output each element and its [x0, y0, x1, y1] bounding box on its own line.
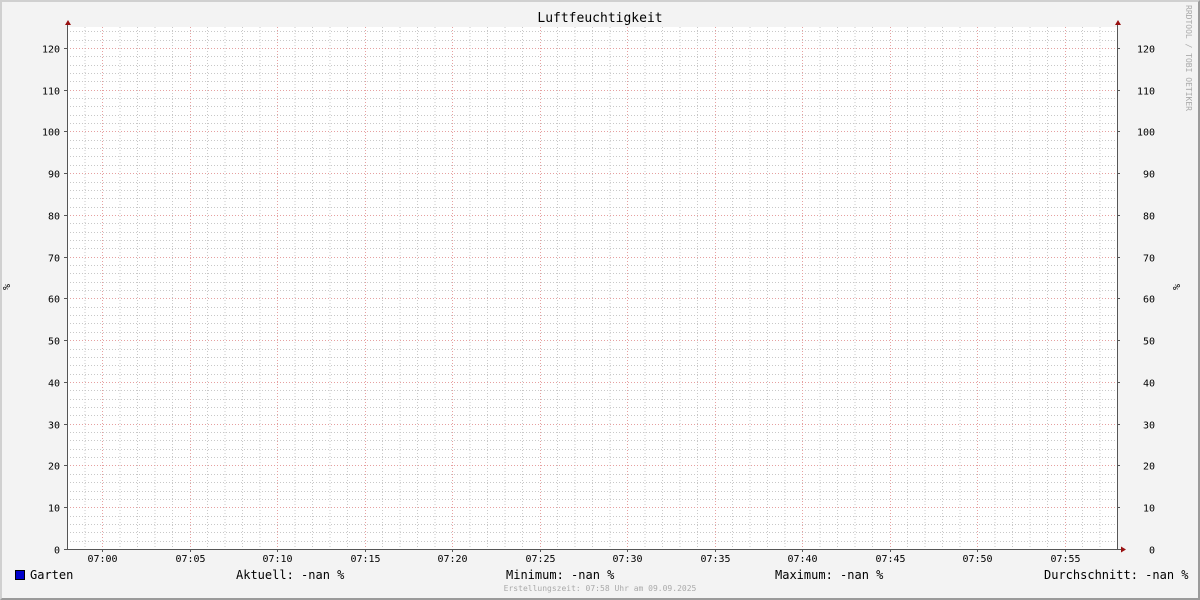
x-tick-label: 07:20 — [437, 554, 467, 565]
y-tick-label-left: 100 — [42, 128, 60, 139]
x-tick-label: 07:00 — [87, 554, 117, 565]
y-tick-label-right: 120 — [1137, 45, 1155, 56]
arrow-right-icon — [1121, 546, 1126, 553]
watermark: RRDTOOL / TOBI OETIKER — [1184, 5, 1193, 111]
arrow-up-right-icon — [1115, 20, 1121, 25]
x-tick-label: 07:45 — [875, 554, 905, 565]
chart-title: Luftfeuchtigkeit — [537, 11, 663, 26]
y-tick-label-right: 0 — [1149, 546, 1155, 557]
y-tick-label-left: 50 — [48, 337, 60, 348]
y-tick-label-right: 100 — [1137, 128, 1155, 139]
y-tick-label-right: 10 — [1143, 504, 1155, 515]
legend-average: Durchschnitt: -nan % — [1044, 568, 1189, 582]
x-tick-label: 07:10 — [262, 554, 292, 565]
x-tick-label: 07:05 — [175, 554, 205, 565]
y-tick-label-left: 90 — [48, 170, 60, 181]
y-tick-label-right: 70 — [1143, 254, 1155, 265]
y-tick-label-left: 0 — [54, 546, 60, 557]
y-tick-label-right: 110 — [1137, 87, 1155, 98]
y-axis-label-right: % — [1172, 284, 1183, 290]
x-tick-label: 07:30 — [612, 554, 642, 565]
y-tick-label-left: 70 — [48, 254, 60, 265]
legend-maximum: Maximum: -nan % — [775, 568, 884, 582]
y-tick-label-left: 40 — [48, 379, 60, 390]
legend-series-name: Garten — [30, 568, 74, 582]
x-tick-label: 07:25 — [525, 554, 555, 565]
y-tick-label-left: 80 — [48, 212, 60, 223]
y-tick-label-right: 80 — [1143, 212, 1155, 223]
x-tick-label: 07:15 — [350, 554, 380, 565]
x-tick-label: 07:55 — [1050, 554, 1080, 565]
y-tick-label-right: 60 — [1143, 295, 1155, 306]
y-tick-label-left: 30 — [48, 421, 60, 432]
y-tick-label-left: 20 — [48, 462, 60, 473]
y-axis-label-left: % — [2, 284, 13, 290]
y-tick-label-right: 20 — [1143, 462, 1155, 473]
y-tick-label-left: 10 — [48, 504, 60, 515]
legend-minimum: Minimum: -nan % — [506, 568, 615, 582]
y-tick-label-left: 60 — [48, 295, 60, 306]
y-tick-label-right: 30 — [1143, 421, 1155, 432]
y-tick-label-right: 90 — [1143, 170, 1155, 181]
y-tick-label-left: 120 — [42, 45, 60, 56]
y-tick-label-right: 50 — [1143, 337, 1155, 348]
y-tick-label-left: 110 — [42, 87, 60, 98]
y-tick-label-right: 40 — [1143, 379, 1155, 390]
legend-swatch-garten — [15, 570, 25, 580]
x-tick-label: 07:50 — [962, 554, 992, 565]
x-tick-label: 07:35 — [700, 554, 730, 565]
footer-timestamp: Erstellungszeit: 07:58 Uhr am 09.09.2025 — [503, 584, 697, 593]
arrow-up-left-icon — [65, 20, 71, 25]
x-tick-label: 07:40 — [787, 554, 817, 565]
legend-current: Aktuell: -nan % — [236, 568, 345, 582]
